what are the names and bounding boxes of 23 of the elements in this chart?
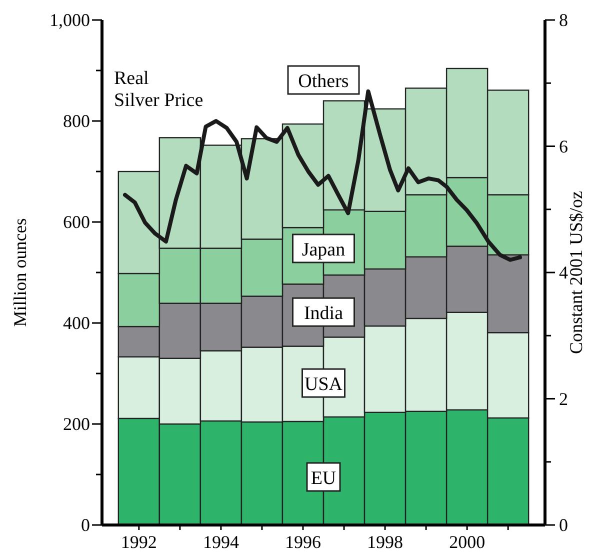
series-label: EU xyxy=(310,468,336,489)
series-label: Japan xyxy=(302,239,346,260)
y-tick-label: 600 xyxy=(63,212,90,232)
y2-tick-label: 4 xyxy=(559,262,568,282)
x-tick-label: 1998 xyxy=(367,532,404,552)
y-tick-label: 400 xyxy=(63,313,90,333)
y-tick-label: 0 xyxy=(81,515,90,535)
y2-tick-label: 8 xyxy=(559,10,568,30)
y-tick-label: 1,000 xyxy=(50,10,90,30)
y2-tick-label: 2 xyxy=(559,388,568,409)
x-tick-label: 1994 xyxy=(202,532,239,552)
x-tick-label: 1992 xyxy=(120,532,157,552)
y-tick-label: 800 xyxy=(63,111,90,131)
series-label: India xyxy=(304,303,344,324)
x-tick-label: 1996 xyxy=(284,532,321,552)
series-label: Others xyxy=(298,71,349,92)
series-label: Real Silver Price xyxy=(114,68,204,111)
y-tick-label: 200 xyxy=(63,414,90,434)
y2-tick-label: 6 xyxy=(559,136,568,156)
y-axis-title: Million ounces xyxy=(10,218,30,327)
series-label: USA xyxy=(304,374,343,396)
x-tick-label: 2000 xyxy=(449,532,486,552)
y2-tick-label: 0 xyxy=(559,515,568,535)
